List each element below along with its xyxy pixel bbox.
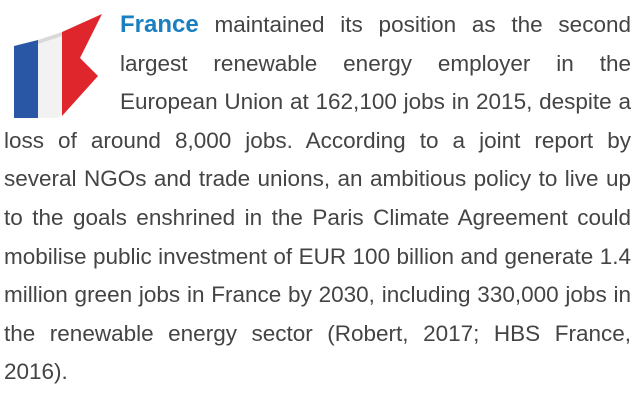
body-text: maintained its position as the second la… bbox=[4, 12, 631, 385]
lead-word: France bbox=[120, 11, 199, 38]
paragraph: France maintained its position as the se… bbox=[4, 6, 631, 392]
document: France maintained its position as the se… bbox=[4, 6, 631, 392]
flag-fold bbox=[38, 32, 62, 44]
flag-white bbox=[38, 32, 62, 118]
flag-blue bbox=[14, 40, 38, 118]
flag-red bbox=[62, 14, 102, 116]
france-flag-icon bbox=[14, 14, 102, 118]
